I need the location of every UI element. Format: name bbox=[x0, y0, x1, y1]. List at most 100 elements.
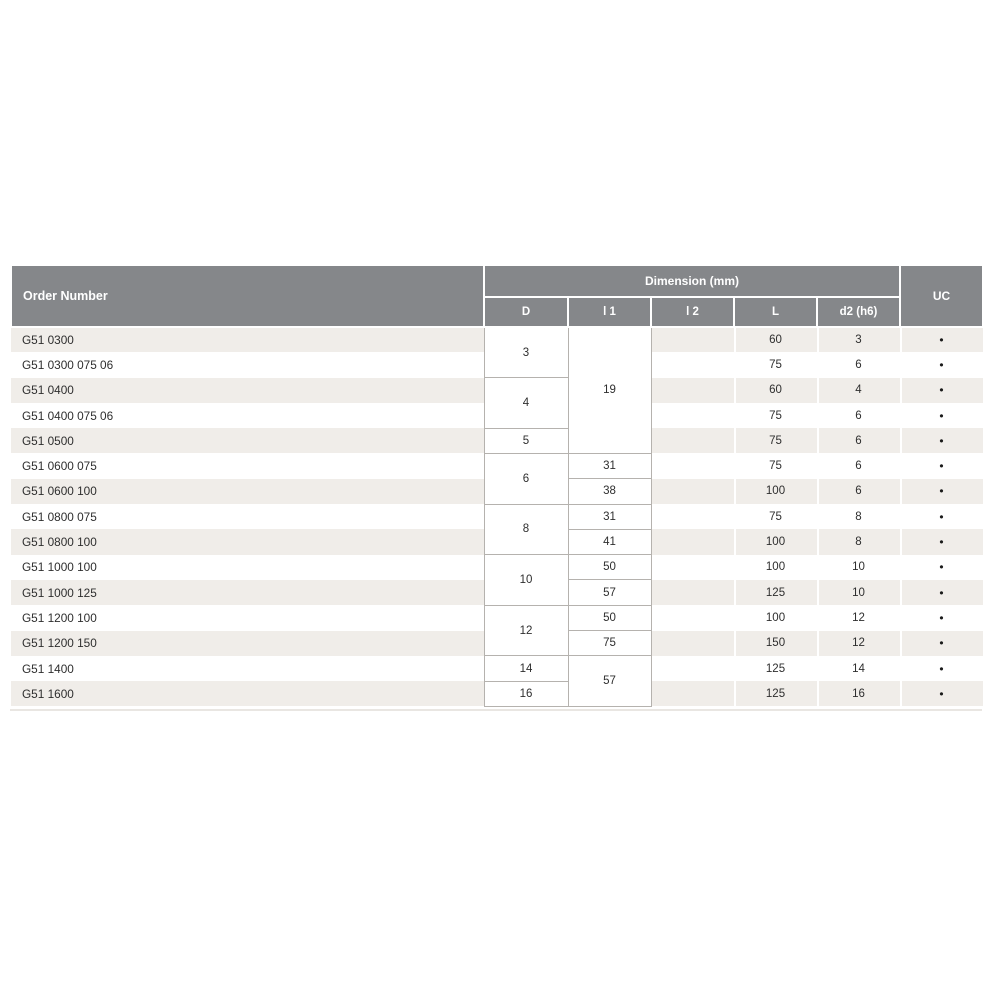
dim-L-cell: 100 bbox=[734, 605, 817, 631]
uc-bullet-cell: • bbox=[900, 681, 983, 707]
header-row-sub: D l 1 l 2 L d2 (h6) bbox=[11, 296, 983, 328]
dim-l2-cell bbox=[651, 327, 734, 353]
dim-l1-cell: 41 bbox=[567, 528, 652, 556]
dim-L-cell: 75 bbox=[734, 428, 817, 454]
table-row: G51 0300 075 06 75 6 • bbox=[11, 352, 983, 378]
uc-bullet-cell: • bbox=[900, 327, 983, 353]
dim-L-cell: 75 bbox=[734, 453, 817, 479]
col-header-d: D bbox=[483, 296, 569, 328]
dim-l2-cell bbox=[651, 655, 734, 682]
dim-l2-cell bbox=[651, 681, 734, 707]
table-header: Order Number Dimension (mm) UC D l 1 l 2… bbox=[10, 264, 984, 328]
dim-l1-cell: 75 bbox=[567, 630, 652, 657]
uc-bullet-cell: • bbox=[900, 529, 983, 555]
table-row: G51 1200 100 12 50 100 12 • bbox=[11, 604, 983, 657]
table-row: G51 0400 4 60 4 • bbox=[11, 377, 983, 429]
dim-l2-cell bbox=[651, 352, 734, 378]
dim-d-cell: 4 bbox=[483, 377, 569, 429]
dim-d-cell: 16 bbox=[483, 680, 569, 707]
dim-L-cell: 100 bbox=[734, 529, 817, 555]
dim-d2-cell: 8 bbox=[817, 504, 900, 530]
table-row: G51 1200 150 75 150 12 • bbox=[11, 630, 983, 657]
dim-l1-cell: 57 bbox=[567, 655, 652, 707]
dim-d-cell: 14 bbox=[483, 655, 569, 682]
dim-d-cell: 10 bbox=[483, 554, 569, 606]
dim-d-cell: 5 bbox=[483, 427, 569, 454]
dim-L-cell: 100 bbox=[734, 478, 817, 505]
table-row: G51 1600 16 125 16 • bbox=[11, 680, 983, 707]
dim-l1-cell: 57 bbox=[567, 579, 652, 606]
dim-l1-cell: 50 bbox=[567, 554, 652, 581]
dim-d2-cell: 6 bbox=[817, 478, 900, 505]
order-number-cell: G51 0600 100 bbox=[11, 478, 484, 505]
uc-bullet-cell: • bbox=[900, 428, 983, 454]
dim-d2-cell: 6 bbox=[817, 352, 900, 378]
dim-d2-cell: 10 bbox=[817, 554, 900, 580]
dim-d2-cell: 6 bbox=[817, 428, 900, 454]
uc-bullet-cell: • bbox=[900, 402, 983, 429]
table-row: G51 0600 075 6 31 75 6 • bbox=[11, 452, 983, 505]
order-number-cell: G51 1400 bbox=[11, 655, 484, 682]
dim-l1-cell: 19 bbox=[567, 326, 652, 454]
table-row: G51 0800 100 41 100 8 • bbox=[11, 528, 983, 556]
uc-bullet-cell: • bbox=[900, 478, 983, 505]
order-number-cell: G51 1000 125 bbox=[11, 579, 484, 606]
order-number-cell: G51 1200 100 bbox=[11, 605, 484, 631]
col-header-order-number: Order Number bbox=[10, 264, 485, 328]
dim-l2-cell bbox=[651, 428, 734, 454]
table-row: G51 1000 125 57 125 10 • bbox=[11, 579, 983, 606]
order-number-cell: G51 0300 bbox=[11, 327, 484, 353]
order-number-cell: G51 0400 bbox=[11, 377, 484, 403]
table-row: G51 1400 14 57 125 14 • bbox=[11, 655, 983, 707]
col-header-d2-h6: d2 (h6) bbox=[816, 296, 901, 328]
table-row: G51 0400 075 06 75 6 • bbox=[11, 402, 983, 429]
order-number-cell: G51 0800 075 bbox=[11, 504, 484, 530]
uc-bullet-cell: • bbox=[900, 579, 983, 606]
col-header-uc: UC bbox=[899, 264, 984, 328]
uc-bullet-cell: • bbox=[900, 453, 983, 479]
dim-l1-cell: 38 bbox=[567, 478, 652, 505]
uc-bullet-cell: • bbox=[900, 554, 983, 580]
table-bottom-shadow bbox=[10, 709, 982, 711]
uc-bullet-cell: • bbox=[900, 504, 983, 530]
col-header-L: L bbox=[733, 296, 818, 328]
uc-bullet-cell: • bbox=[900, 630, 983, 656]
table-body: G51 0300 3 19 60 3 • G51 0300 075 06 75 … bbox=[11, 326, 983, 707]
table-row: G51 0300 3 19 60 3 • bbox=[11, 326, 983, 454]
order-number-cell: G51 1200 150 bbox=[11, 630, 484, 656]
dim-L-cell: 75 bbox=[734, 504, 817, 530]
dim-L-cell: 75 bbox=[734, 402, 817, 429]
table-row: G51 1000 100 10 50 100 10 • bbox=[11, 554, 983, 606]
dim-l2-cell bbox=[651, 579, 734, 606]
dim-l1-cell: 50 bbox=[567, 604, 652, 632]
table-row: G51 0800 075 8 31 75 8 • bbox=[11, 503, 983, 556]
dim-d2-cell: 6 bbox=[817, 453, 900, 479]
dim-d2-cell: 12 bbox=[817, 605, 900, 631]
col-header-l2: l 2 bbox=[650, 296, 735, 328]
dim-d-cell: 8 bbox=[483, 503, 569, 556]
uc-bullet-cell: • bbox=[900, 352, 983, 378]
dim-L-cell: 125 bbox=[734, 579, 817, 606]
dim-l2-cell bbox=[651, 453, 734, 479]
dim-d2-cell: 14 bbox=[817, 655, 900, 682]
dim-l2-cell bbox=[651, 504, 734, 530]
table-row: G51 0500 5 75 6 • bbox=[11, 427, 983, 454]
col-group-header-dimension-mm: Dimension (mm) bbox=[483, 264, 901, 298]
dim-d-cell: 6 bbox=[483, 452, 569, 505]
order-number-cell: G51 0300 075 06 bbox=[11, 352, 484, 378]
dim-d2-cell: 10 bbox=[817, 579, 900, 606]
dim-d2-cell: 3 bbox=[817, 327, 900, 353]
order-number-cell: G51 0600 075 bbox=[11, 453, 484, 479]
dim-L-cell: 60 bbox=[734, 377, 817, 403]
dim-l2-cell bbox=[651, 377, 734, 403]
dim-d2-cell: 12 bbox=[817, 630, 900, 656]
order-number-cell: G51 0800 100 bbox=[11, 529, 484, 555]
dim-l2-cell bbox=[651, 630, 734, 656]
dim-l2-cell bbox=[651, 554, 734, 580]
dim-L-cell: 125 bbox=[734, 681, 817, 707]
uc-bullet-cell: • bbox=[900, 655, 983, 682]
dim-d2-cell: 4 bbox=[817, 377, 900, 403]
dim-d2-cell: 16 bbox=[817, 681, 900, 707]
uc-bullet-cell: • bbox=[900, 605, 983, 631]
